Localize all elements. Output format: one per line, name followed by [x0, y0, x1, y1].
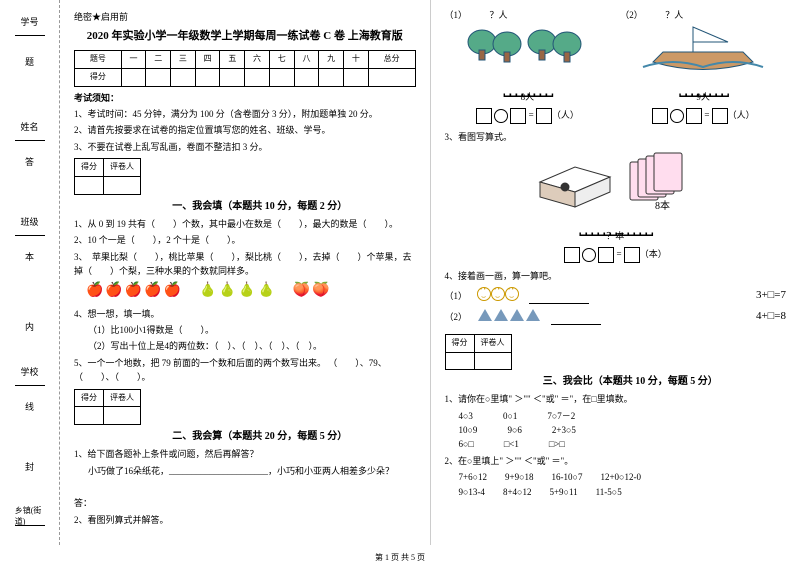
margin-label-school: 学校: [20, 365, 38, 378]
q4r-head: 4、接着画一画，算一算吧。: [445, 269, 787, 283]
notice-1: 1、考试时间：45 分钟，满分为 100 分（含卷面分 3 分），附加题单独 2…: [74, 107, 416, 121]
th-6: 六: [245, 50, 270, 68]
margin-char-6: 封: [25, 460, 34, 473]
th-11: 总分: [368, 50, 415, 68]
margin-char-5: 线: [25, 400, 34, 413]
row2-label: 得分: [75, 68, 122, 86]
s1-q5: 5、一个一个地数，把 79 前面的一个数和后面的两个数写出来。 （ ）、79、（…: [74, 356, 416, 385]
margin-char-4: 内: [25, 320, 34, 333]
s1-q4: 4、想一想，填一填。: [74, 307, 416, 321]
s1-q1: 1、从 0 到 19 共有（ ）个数，其中最小在数是（ ），最大的数是（ ）。: [74, 217, 416, 231]
right-column: （1） ？人 ⎵⎵⎵⎵⎵⎵⎵⎵ 8人 = （人） （2） ？人: [431, 0, 800, 545]
eq2: 4+□=8: [756, 308, 786, 326]
s3-q1: 1、请你在○里填" ＞"" ＜"或" ＝"，在□里填数。: [445, 392, 787, 406]
eq1: 3+□=7: [756, 287, 786, 305]
section1-title: 一、我会填（本题共 10 分，每题 2 分）: [104, 199, 416, 215]
books-8-label: 8本: [655, 199, 670, 212]
margin-char-3: 本: [25, 250, 34, 263]
score-table: 题号 一 二 三 四 五 六 七 八 九 十 总分 得分: [74, 50, 416, 87]
section3-title: 三、我会比（本题共 10 分，每题 5 分）: [475, 374, 787, 390]
boat-icon: [633, 22, 773, 77]
q3-unknown: ？本: [445, 229, 787, 243]
s2-q2: 2、看图列算式并解答。: [74, 513, 416, 527]
s2-q1: 1、给下面各题补上条件或问题，然后再解答？: [74, 447, 416, 461]
margin-char-1: 题: [25, 55, 34, 68]
s3-q2: 2、在○里填上" ＞"" ＜"或" ＝"。: [445, 454, 787, 468]
th-4: 四: [195, 50, 220, 68]
margin-label-name: 姓名: [20, 120, 38, 133]
s1-q4b: （2）写出十位上是4的两位数：（ ）、（ ）、（ ）、（ ）。: [74, 339, 416, 353]
s1-q4a: （1）比100小1得数是（ ）。: [74, 323, 416, 337]
mini-score-1: 得分评卷人: [74, 158, 141, 195]
th-8: 八: [294, 50, 319, 68]
notice-head: 考试须知：: [74, 91, 416, 105]
s1-q2b: 3、 苹果比梨（ ），桃比苹果（ ），梨比桃（ ），去掉（ ）个苹果，去掉（ ）…: [74, 250, 416, 279]
th-9: 九: [319, 50, 344, 68]
th-7: 七: [269, 50, 294, 68]
s1-q2a: 2、10 个一是（ ），2 个十是（ ）。: [74, 233, 416, 247]
margin-label-class: 班级: [20, 215, 38, 228]
th-3: 三: [171, 50, 196, 68]
mini-score-2: 得分评卷人: [74, 389, 141, 426]
left-column: 绝密★启用前 2020 年实验小学一年级数学上学期每周一练试卷 C 卷 上海教育…: [60, 0, 430, 545]
th-10: 十: [344, 50, 369, 68]
problem-1: （1） ？人 ⎵⎵⎵⎵⎵⎵⎵⎵ 8人 = （人）: [445, 8, 611, 124]
th-2: 二: [146, 50, 171, 68]
binding-margin: 学号 题 姓名 答 班级 本 内 学校 线 封 乡镇(街道): [0, 0, 60, 545]
s2-q1a: 小巧做了16朵纸花，______________________，小巧和小亚两人…: [74, 464, 416, 478]
books-icon: 8本: [525, 147, 705, 217]
confidential-label: 绝密★启用前: [74, 10, 416, 24]
th-5: 五: [220, 50, 245, 68]
notice-3: 3、不要在试卷上乱写乱画，卷面不整洁扣 3 分。: [74, 140, 416, 154]
problem-2: （2） ？人 ⎵⎵⎵⎵⎵⎵⎵⎵ 9人 = （人）: [620, 8, 786, 124]
s2-ans: 答：: [74, 496, 416, 510]
th-0: 题号: [75, 50, 122, 68]
margin-char-2: 答: [25, 155, 34, 168]
fruit-icons: 🍎🍎🍎🍎🍎 🍐🍐🍐🍐 🍑🍑: [86, 280, 416, 302]
trees-icon: [457, 22, 597, 77]
margin-label-id: 学号: [20, 15, 38, 28]
section2-title: 二、我会算（本题共 20 分，每题 5 分）: [104, 429, 416, 445]
th-1: 一: [121, 50, 146, 68]
notice-2: 2、请首先按要求在试卷的指定位置填写您的姓名、班级、学号。: [74, 123, 416, 137]
exam-title: 2020 年实验小学一年级数学上学期每周一练试卷 C 卷 上海教育版: [74, 28, 416, 46]
q3-head: 3、看图写算式。: [445, 130, 787, 144]
mini-score-3: 得分评卷人: [445, 334, 512, 371]
page-footer: 第 1 页 共 5 页: [0, 552, 800, 563]
